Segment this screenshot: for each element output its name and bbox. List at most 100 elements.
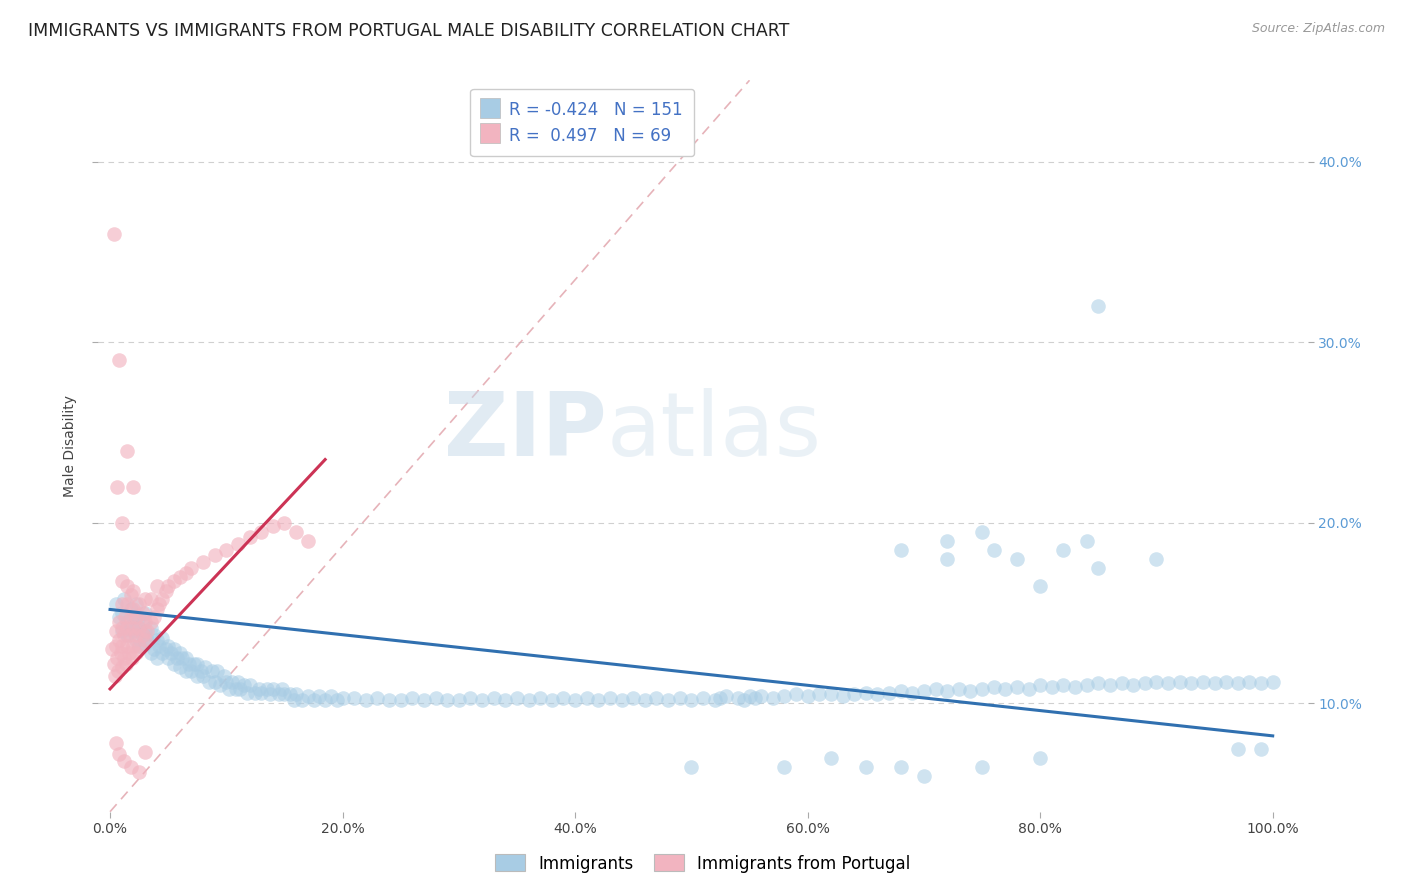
Point xyxy=(139,620,162,634)
Point xyxy=(1250,676,1272,690)
Point xyxy=(1122,678,1144,692)
Point xyxy=(145,602,167,616)
Point xyxy=(983,542,1005,557)
Point xyxy=(111,516,134,530)
Point xyxy=(143,642,166,657)
Point xyxy=(278,687,301,701)
Point xyxy=(1168,674,1191,689)
Point xyxy=(738,689,761,703)
Point xyxy=(890,683,912,698)
Point xyxy=(148,639,170,653)
Point xyxy=(117,615,139,629)
Point xyxy=(302,692,325,706)
Point xyxy=(148,597,170,611)
Point xyxy=(291,692,314,706)
Point xyxy=(1204,676,1226,690)
Point xyxy=(105,480,128,494)
Point xyxy=(245,685,267,699)
Point xyxy=(139,615,162,629)
Point xyxy=(808,687,831,701)
Point xyxy=(112,651,135,665)
Legend: Immigrants, Immigrants from Portugal: Immigrants, Immigrants from Portugal xyxy=(489,847,917,880)
Point xyxy=(145,579,167,593)
Point xyxy=(122,624,145,639)
Point xyxy=(785,687,807,701)
Point xyxy=(1261,674,1284,689)
Point xyxy=(1087,299,1109,313)
Point xyxy=(117,639,139,653)
Point xyxy=(111,606,134,620)
Point xyxy=(1111,676,1133,690)
Point xyxy=(108,353,131,368)
Point xyxy=(1064,680,1087,694)
Point xyxy=(169,646,191,660)
Point xyxy=(134,633,156,648)
Point xyxy=(229,681,252,696)
Point xyxy=(128,639,150,653)
Point xyxy=(114,609,136,624)
Point xyxy=(150,632,173,646)
Point xyxy=(553,690,575,705)
Point xyxy=(145,651,167,665)
Point xyxy=(179,657,201,671)
Point xyxy=(111,620,134,634)
Point xyxy=(104,669,127,683)
Point xyxy=(901,685,924,699)
Point xyxy=(319,689,342,703)
Point xyxy=(936,533,959,548)
Point xyxy=(1226,676,1249,690)
Point xyxy=(157,579,180,593)
Point xyxy=(122,620,145,634)
Point xyxy=(1250,741,1272,756)
Point xyxy=(110,646,132,660)
Point xyxy=(506,690,529,705)
Point xyxy=(482,690,505,705)
Point xyxy=(236,685,259,699)
Point xyxy=(122,480,145,494)
Point xyxy=(540,692,562,706)
Point xyxy=(239,530,262,544)
Point xyxy=(1226,741,1249,756)
Point xyxy=(117,579,139,593)
Point xyxy=(118,628,141,642)
Point xyxy=(103,657,125,671)
Point xyxy=(773,689,796,703)
Point xyxy=(120,602,142,616)
Point xyxy=(1018,681,1040,696)
Point xyxy=(1239,674,1261,689)
Point xyxy=(517,692,540,706)
Point xyxy=(259,687,281,701)
Point xyxy=(621,690,644,705)
Point xyxy=(212,669,235,683)
Point xyxy=(912,683,935,698)
Point xyxy=(308,689,330,703)
Point xyxy=(994,681,1017,696)
Point xyxy=(1040,680,1063,694)
Point xyxy=(108,633,131,648)
Text: IMMIGRANTS VS IMMIGRANTS FROM PORTUGAL MALE DISABILITY CORRELATION CHART: IMMIGRANTS VS IMMIGRANTS FROM PORTUGAL M… xyxy=(28,22,790,40)
Point xyxy=(844,687,866,701)
Point xyxy=(131,628,153,642)
Point xyxy=(314,692,336,706)
Point xyxy=(936,683,959,698)
Point xyxy=(1052,678,1074,692)
Point xyxy=(143,628,166,642)
Legend: R = -0.424   N = 151, R =  0.497   N = 69: R = -0.424 N = 151, R = 0.497 N = 69 xyxy=(470,88,695,156)
Point xyxy=(575,690,598,705)
Point xyxy=(157,639,180,653)
Point xyxy=(120,759,142,773)
Point xyxy=(1029,678,1052,692)
Point xyxy=(762,690,785,705)
Point xyxy=(716,689,738,703)
Point xyxy=(447,692,470,706)
Point xyxy=(150,591,173,606)
Point xyxy=(773,759,796,773)
Point xyxy=(134,624,156,639)
Point xyxy=(124,597,146,611)
Point xyxy=(681,692,703,706)
Point xyxy=(111,574,134,588)
Point xyxy=(166,651,188,665)
Point xyxy=(413,692,436,706)
Point xyxy=(1215,674,1237,689)
Point xyxy=(174,651,197,665)
